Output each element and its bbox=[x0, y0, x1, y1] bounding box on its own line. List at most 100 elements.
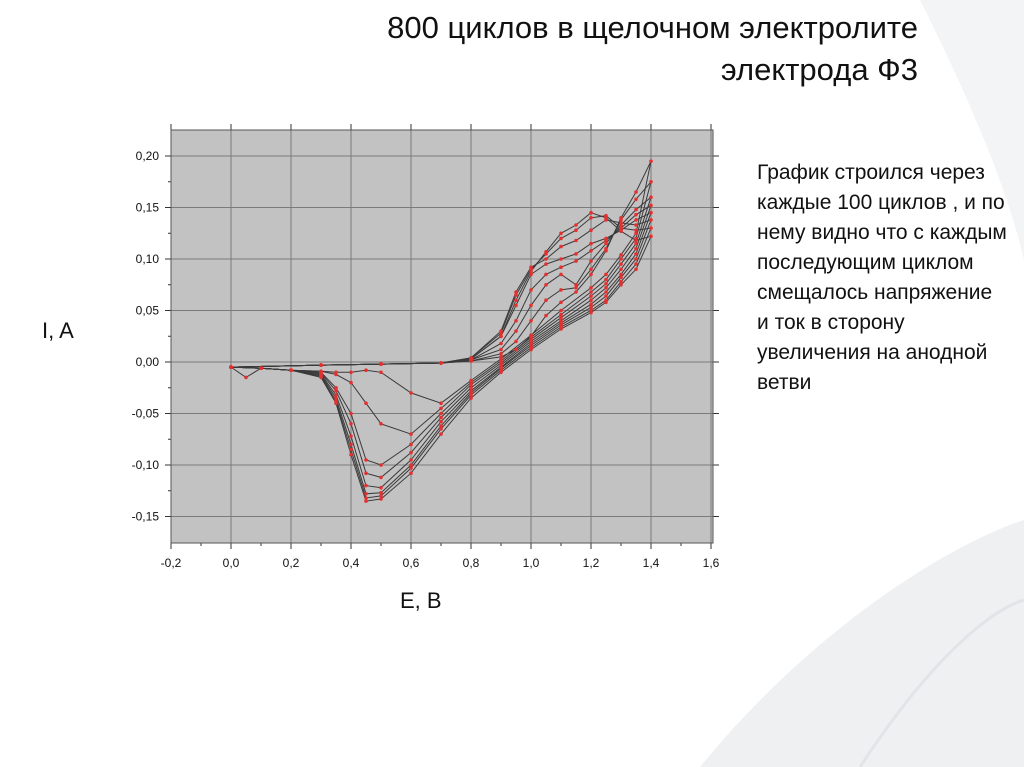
x-tick-label: 1,2 bbox=[583, 556, 600, 570]
data-point bbox=[544, 272, 548, 277]
x-tick-label: 0,4 bbox=[343, 556, 360, 570]
plot-frame bbox=[170, 129, 714, 544]
data-point bbox=[559, 244, 563, 249]
data-point bbox=[529, 265, 533, 270]
data-point bbox=[364, 368, 368, 373]
data-point bbox=[364, 483, 368, 488]
data-point bbox=[559, 300, 563, 305]
data-point bbox=[334, 399, 338, 403]
data-point bbox=[499, 329, 503, 333]
y-tick-label: 0,00 bbox=[136, 355, 160, 369]
data-point bbox=[574, 252, 578, 256]
data-point bbox=[364, 401, 368, 406]
data-point bbox=[544, 262, 548, 266]
data-point bbox=[529, 319, 533, 323]
data-point bbox=[559, 308, 563, 313]
data-point bbox=[529, 303, 533, 308]
data-point bbox=[364, 496, 368, 500]
data-point bbox=[514, 290, 518, 294]
data-point bbox=[439, 432, 443, 436]
data-point bbox=[574, 238, 578, 243]
data-point bbox=[439, 415, 443, 420]
data-point bbox=[619, 272, 623, 277]
y-tick-label: 0,20 bbox=[136, 149, 160, 163]
data-point bbox=[634, 207, 638, 212]
data-point bbox=[544, 257, 548, 261]
data-point bbox=[634, 236, 638, 241]
data-point bbox=[619, 279, 623, 284]
data-point bbox=[409, 391, 413, 395]
data-point bbox=[604, 290, 608, 294]
data-point bbox=[409, 471, 413, 476]
data-point bbox=[439, 361, 443, 365]
data-point bbox=[379, 475, 383, 480]
data-point bbox=[349, 442, 353, 447]
data-point bbox=[619, 216, 623, 220]
data-point bbox=[589, 241, 593, 246]
data-point bbox=[379, 370, 383, 375]
data-point bbox=[619, 257, 623, 261]
data-point bbox=[364, 458, 368, 462]
data-point bbox=[589, 290, 593, 294]
data-point bbox=[514, 298, 518, 303]
data-point bbox=[634, 197, 638, 202]
data-point bbox=[349, 370, 353, 375]
data-point bbox=[319, 369, 323, 374]
x-tick-label: 0,0 bbox=[223, 556, 240, 570]
data-point bbox=[514, 293, 518, 297]
data-point bbox=[589, 305, 593, 310]
data-point bbox=[439, 406, 443, 411]
data-point bbox=[349, 411, 353, 416]
data-point bbox=[259, 366, 263, 371]
data-point bbox=[619, 262, 623, 266]
data-point bbox=[589, 267, 593, 272]
series-line-3 bbox=[230, 219, 652, 495]
data-point bbox=[349, 447, 353, 452]
data-point bbox=[604, 249, 608, 253]
page-title-line-2: электрода Ф3 bbox=[720, 52, 918, 87]
data-point bbox=[604, 294, 608, 298]
data-point bbox=[619, 253, 623, 257]
data-point bbox=[349, 434, 353, 439]
data-point bbox=[349, 422, 353, 426]
data-point bbox=[349, 452, 353, 457]
data-point bbox=[439, 401, 443, 406]
data-point bbox=[634, 190, 638, 194]
data-point bbox=[589, 210, 593, 215]
x-tick-label: 1,4 bbox=[643, 556, 660, 570]
data-point bbox=[544, 298, 548, 303]
data-point bbox=[439, 427, 443, 431]
data-point bbox=[469, 359, 473, 363]
data-point bbox=[334, 389, 338, 393]
data-point bbox=[604, 213, 608, 218]
data-point bbox=[604, 281, 608, 286]
data-point bbox=[559, 312, 563, 317]
data-point bbox=[334, 386, 338, 390]
data-point bbox=[379, 463, 383, 467]
data-point bbox=[499, 341, 503, 346]
data-point bbox=[244, 375, 248, 380]
data-point bbox=[619, 275, 623, 280]
data-point bbox=[589, 249, 593, 253]
data-point bbox=[529, 288, 533, 292]
data-point bbox=[604, 286, 608, 290]
series-line-4 bbox=[230, 211, 652, 489]
data-point bbox=[649, 195, 653, 199]
data-point bbox=[574, 228, 578, 232]
data-point bbox=[349, 380, 353, 385]
series-line-2 bbox=[230, 215, 652, 499]
x-tick-label: -0,2 bbox=[161, 556, 182, 570]
data-point bbox=[604, 272, 608, 277]
background-swoosh-edge bbox=[858, 598, 1024, 767]
data-point bbox=[529, 272, 533, 277]
y-tick-label: 0,15 bbox=[136, 201, 160, 215]
background-swoosh bbox=[700, 520, 1024, 767]
data-point bbox=[364, 499, 368, 503]
y-tick-label: -0,10 bbox=[132, 458, 160, 472]
x-tick-label: 1,6 bbox=[703, 556, 720, 570]
data-point bbox=[604, 218, 608, 222]
data-point bbox=[589, 272, 593, 277]
data-point bbox=[529, 333, 533, 338]
